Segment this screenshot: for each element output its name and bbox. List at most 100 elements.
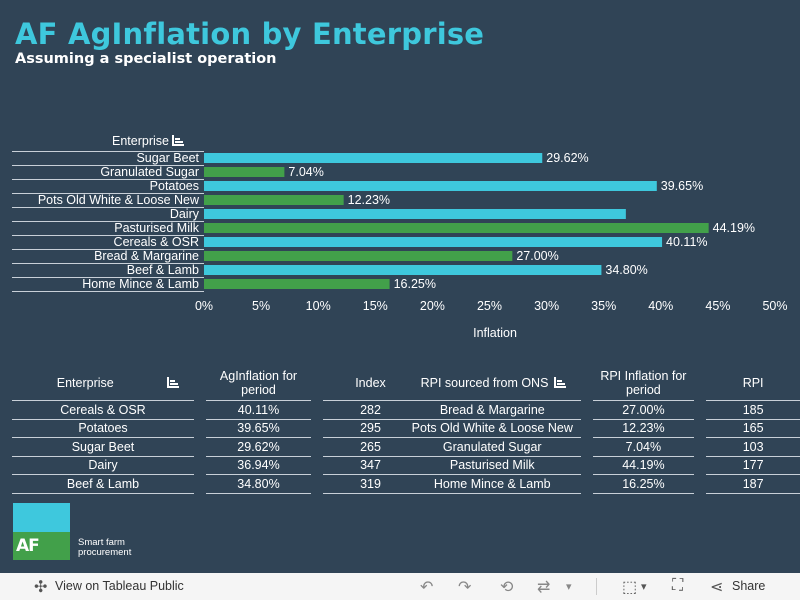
download-dropdown-icon[interactable]: ▾	[641, 581, 647, 593]
col-header-aginflation[interactable]: AgInflation for period	[206, 366, 311, 401]
sort-icon[interactable]	[172, 135, 184, 146]
sort-icon[interactable]	[167, 377, 180, 388]
table-cell: Granulated Sugar	[404, 437, 581, 457]
table-cell: Sugar Beet	[12, 437, 194, 457]
table-cell: 34.80%	[206, 474, 311, 494]
table-cell: Dairy	[12, 456, 194, 475]
x-axis-label: Inflation	[473, 326, 517, 340]
col-header-rpi-source-label: RPI sourced from ONS	[420, 376, 549, 390]
af-logo: AF	[13, 503, 70, 560]
col-header-rpi-inflation[interactable]: RPI Inflation for period	[592, 366, 695, 401]
refresh-dropdown-icon[interactable]: ▾	[566, 581, 572, 593]
data-label: 44.19%	[713, 221, 755, 235]
bar[interactable]	[204, 279, 390, 289]
col-header-enterprise-label: Enterprise	[56, 376, 114, 390]
bar[interactable]	[204, 237, 663, 247]
bar[interactable]	[204, 167, 285, 177]
table-row[interactable]: Dairy 36.94% 347	[12, 456, 418, 475]
x-tick-label: 25%	[477, 299, 502, 313]
x-tick-label: 0%	[195, 299, 213, 313]
category-label: Pasturised Milk	[114, 221, 199, 235]
category-label: Potatoes	[150, 179, 199, 193]
bar[interactable]	[204, 181, 657, 191]
table-row[interactable]: Cereals & OSR 40.11% 282	[12, 400, 418, 420]
data-label: 40.11%	[666, 235, 707, 249]
table-cell: 44.19%	[592, 456, 695, 475]
toolbar-divider	[596, 578, 597, 595]
fullscreen-icon[interactable]: ⛶	[672, 577, 684, 594]
data-label: 16.25%	[394, 277, 436, 291]
col-header-index[interactable]: Index	[323, 366, 418, 401]
table-cell: 16.25%	[592, 474, 695, 494]
table-row[interactable]: Home Mince & Lamb 16.25% 187	[404, 474, 800, 494]
table-cell: 29.62%	[206, 437, 311, 457]
share-icon[interactable]: ⋖	[710, 579, 724, 596]
category-label: Pots Old White & Loose New	[38, 193, 200, 207]
category-label: Sugar Beet	[136, 151, 199, 165]
table-row[interactable]: Beef & Lamb 34.80% 319	[12, 474, 418, 494]
table-cell: 282	[323, 400, 418, 420]
table-row[interactable]: Pots Old White & Loose New 12.23% 165	[404, 419, 800, 438]
logo-mark: AF	[13, 532, 70, 560]
redo-icon[interactable]: ↷	[458, 579, 472, 596]
table-cell: 265	[323, 437, 418, 457]
share-button[interactable]: Share	[732, 579, 766, 593]
table-cell: Potatoes	[12, 419, 194, 438]
table-cell: 185	[706, 400, 800, 420]
category-label: Home Mince & Lamb	[82, 277, 199, 291]
table-cell: 347	[323, 456, 418, 475]
category-label: Dairy	[170, 207, 200, 221]
revert-icon[interactable]: ⟲	[500, 579, 514, 596]
data-label: 34.80%	[605, 263, 647, 277]
col-header-rpi[interactable]: RPI	[706, 366, 800, 401]
x-tick-label: 35%	[591, 299, 616, 313]
table-cell: 295	[323, 419, 418, 438]
data-label: 27.00%	[516, 249, 558, 263]
table-cell: Pots Old White & Loose New	[404, 419, 581, 438]
bar[interactable]	[204, 265, 602, 275]
category-label: Granulated Sugar	[100, 165, 199, 179]
page-subtitle: Assuming a specialist operation	[15, 51, 277, 67]
bar[interactable]	[204, 223, 709, 233]
download-icon[interactable]: ⬚	[622, 579, 638, 596]
table-row[interactable]: Sugar Beet 29.62% 265	[12, 437, 418, 457]
bar[interactable]	[204, 153, 543, 163]
col-header-rpi-source[interactable]: RPI sourced from ONS	[404, 366, 581, 401]
table-cell: 319	[323, 474, 418, 494]
inflation-bar-chart: Enterprise Sugar Beet 29.62% Granulated Sug…	[12, 134, 788, 340]
table-cell: 165	[706, 419, 800, 438]
rpi-table: RPI sourced from ONS RPI Inflation for p…	[404, 366, 800, 494]
data-label: 7.04%	[288, 165, 323, 179]
logo-line-1: Smart farm	[78, 537, 125, 548]
data-label: 39.65%	[661, 179, 703, 193]
table-row[interactable]: Pasturised Milk 44.19% 177	[404, 456, 800, 475]
table-row[interactable]: Potatoes 39.65% 295	[12, 419, 418, 438]
refresh-icon[interactable]: ⇄	[537, 579, 551, 596]
bar[interactable]	[204, 195, 344, 205]
bar[interactable]	[204, 209, 626, 219]
logo-line-2: procurement	[78, 547, 132, 558]
table-row[interactable]: Granulated Sugar 7.04% 103	[404, 437, 800, 457]
data-label: 12.23%	[348, 193, 390, 207]
undo-icon[interactable]: ↶	[420, 579, 434, 596]
category-label: Cereals & OSR	[114, 235, 199, 249]
sort-icon[interactable]	[553, 377, 566, 388]
table-cell: 39.65%	[206, 419, 311, 438]
view-on-tableau-link[interactable]: View on Tableau Public	[55, 579, 184, 593]
table-cell: Pasturised Milk	[404, 456, 581, 475]
table-cell: 27.00%	[592, 400, 695, 420]
aginflation-table: Enterprise AgInflation for period Index …	[12, 366, 418, 494]
x-tick-label: 30%	[534, 299, 559, 313]
table-cell: Home Mince & Lamb	[404, 474, 581, 494]
page-title: AF AgInflation by Enterprise	[15, 17, 485, 51]
bar[interactable]	[204, 251, 513, 261]
table-cell: Beef & Lamb	[12, 474, 194, 494]
table-row[interactable]: Bread & Margarine 27.00% 185	[404, 400, 800, 420]
category-label: Beef & Lamb	[127, 263, 199, 277]
x-tick-label: 45%	[705, 299, 730, 313]
category-header: Enterprise	[112, 134, 169, 148]
col-header-enterprise[interactable]: Enterprise	[12, 366, 194, 401]
tableau-toolbar: ✣ View on Tableau Public ↶ ↷ ⟲ ⇄ ▾ ⬚ ▾ ⛶…	[0, 573, 800, 600]
category-label: Bread & Margarine	[94, 249, 199, 263]
table-cell: Cereals & OSR	[12, 400, 194, 420]
